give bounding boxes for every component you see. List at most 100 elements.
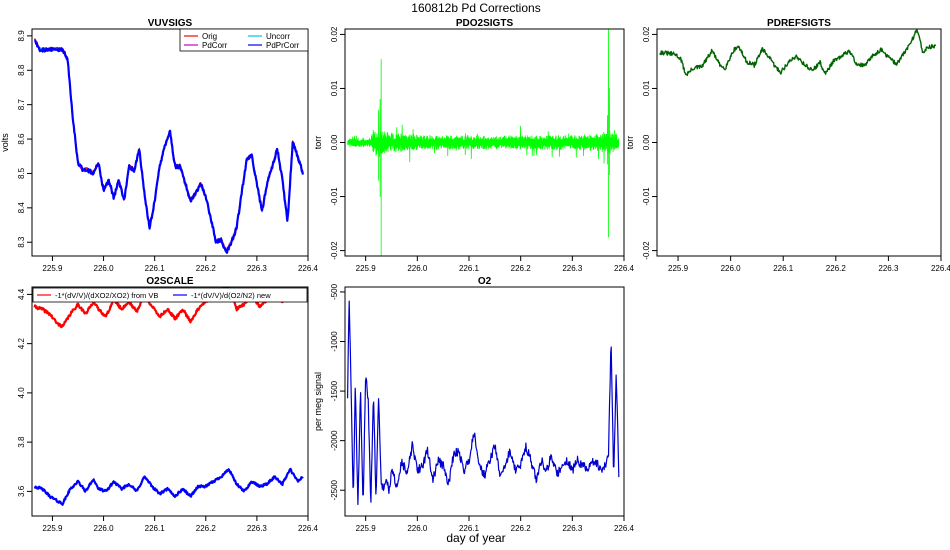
x-tick-label: 226.3 (247, 264, 268, 273)
y-tick-label: 4.2 (17, 338, 26, 350)
x-tick-label: 226.1 (145, 524, 166, 533)
legend: -1*(dV/V)/(dXO2/XO2) from VB -1*(dV/V)/d(… (32, 287, 308, 303)
y-tick-label: 8.6 (17, 133, 26, 145)
x-tick-label: 226.2 (511, 524, 532, 533)
figure-title: 160812b Pd Corrections (411, 1, 540, 15)
series-group (33, 38, 304, 254)
panels: VUVSIGS volts 225.9 226.0 226.1 226.2 226.3 226… (0, 18, 950, 533)
x-tick-label: 226.0 (721, 264, 742, 273)
plot-frame (344, 286, 625, 517)
chart-pdrefsigts: PDREFSIGTS torr 225.9 226.0 226.1 226.2 226.3 2… (625, 18, 950, 273)
y-tick-label: 0.00 (330, 134, 339, 150)
chart-vuvsigs: VUVSIGS volts 225.9 226.0 226.1 226.2 226.3 226… (0, 18, 319, 273)
y-tick-label: -0.01 (330, 187, 339, 206)
x-tick-label: 226.2 (196, 264, 217, 273)
legend-box (32, 287, 308, 303)
x-tick-label: 226.3 (562, 264, 583, 273)
x-tick-label: 226.0 (94, 264, 115, 273)
legend-label: PdPrCorr (266, 41, 300, 50)
y-tick-label: -0.02 (642, 241, 651, 260)
y-tick-label: 4.0 (17, 387, 26, 399)
chart-title: VUVSIGS (148, 18, 193, 29)
series-group (347, 29, 620, 256)
legend-label: Orig (202, 32, 217, 41)
x-tick-label: 225.9 (42, 524, 63, 533)
y-tick-label: 8.9 (17, 30, 26, 42)
legend-box (179, 28, 309, 52)
plot-frame (31, 28, 309, 257)
y-axis-label: torr (313, 136, 323, 150)
x-tick-label: 225.9 (42, 264, 63, 273)
x-tick-label: 226.1 (459, 524, 480, 533)
y-axis-label: torr (625, 136, 635, 150)
y-tick-label: -2500 (330, 479, 339, 500)
x-tick-label: 226.2 (511, 264, 532, 273)
chart-title: O2SCALE (146, 276, 194, 287)
series-line--1-dv-v-d-o2-n2-new (33, 467, 304, 506)
series-line-0 (659, 29, 937, 77)
y-tick-label: -500 (330, 283, 339, 300)
legend-label: -1*(dV/V)/d(O2/N2) new (191, 291, 271, 300)
y-tick-label: -1500 (330, 380, 339, 401)
x-tick-label: 226.4 (298, 264, 319, 273)
series-line-0 (347, 29, 620, 256)
y-tick-label: 4.4 (17, 288, 26, 300)
y-tick-label: 0.01 (330, 80, 339, 96)
legend-label: -1*(dV/V)/(dXO2/XO2) from VB (55, 291, 158, 300)
y-tick-label: -1000 (330, 331, 339, 352)
x-tick-label: 226.0 (407, 524, 428, 533)
x-tick-label: 226.3 (562, 524, 583, 533)
legend-label: Uncorr (266, 32, 290, 41)
y-tick-label: 8.7 (17, 99, 26, 111)
x-tick-label: 226.1 (145, 264, 166, 273)
y-tick-label: -0.02 (330, 241, 339, 260)
x-tick-label: 226.4 (298, 524, 319, 533)
x-tick-label: 226.1 (459, 264, 480, 273)
y-tick-label: 0.00 (642, 134, 651, 150)
x-tick-label: 226.3 (878, 264, 899, 273)
chart-title: PDO2SIGTS (456, 18, 514, 29)
y-tick-label: 8.3 (17, 236, 26, 248)
chart-pdo2sigts: PDO2SIGTS torr 225.9 226.0 226.1 226.2 226.3 22… (313, 18, 635, 273)
chart-title: PDREFSIGTS (767, 18, 831, 29)
x-tick-label: 226.2 (196, 524, 217, 533)
series-line-0 (346, 300, 620, 506)
y-tick-label: 3.8 (17, 436, 26, 448)
legend-label: PdCorr (202, 41, 228, 50)
y-tick-label: 8.4 (17, 202, 26, 214)
x-tick-label: 226.4 (614, 524, 635, 533)
y-axis-label: per meg signal (313, 372, 323, 431)
y-tick-label: 0.01 (642, 80, 651, 96)
x-tick-label: 226.0 (407, 264, 428, 273)
chart-title: O2 (478, 276, 492, 287)
y-tick-label: 8.8 (17, 64, 26, 76)
plot-frame (31, 286, 309, 517)
y-axis-label: volts (0, 133, 10, 152)
series-group (346, 300, 620, 506)
x-tick-label: 226.1 (773, 264, 794, 273)
chart-o2: O2 per meg signal 225.9 226.0 226.1 226.2 226.… (313, 276, 635, 533)
x-tick-label: 225.9 (668, 264, 689, 273)
y-tick-label: 8.5 (17, 167, 26, 179)
y-tick-label: 3.6 (17, 485, 26, 497)
chart-o2scale: O2SCALE 225.9 226.0 226.1 226.2 226.3 226.4 3.6… (17, 276, 319, 533)
x-tick-label: 226.3 (247, 524, 268, 533)
x-tick-label: 225.9 (356, 264, 377, 273)
legend: Orig Uncorr PdCorr PdPrCorr (179, 28, 309, 52)
series-line-pdprcorr (33, 39, 304, 254)
figure-xlabel: day of year (446, 531, 505, 545)
x-tick-label: 226.2 (826, 264, 847, 273)
x-tick-label: 225.9 (356, 524, 377, 533)
y-tick-label: -0.01 (642, 187, 651, 206)
series-line--1-dv-v-dxo2-xo2-from-vb (33, 287, 304, 329)
x-tick-label: 226.4 (614, 264, 635, 273)
series-group (659, 29, 937, 77)
y-tick-label: -2000 (330, 430, 339, 451)
series-group (33, 287, 304, 506)
y-tick-label: 0.02 (642, 26, 651, 42)
x-tick-label: 226.0 (94, 524, 115, 533)
y-tick-label: 0.02 (330, 26, 339, 42)
x-tick-label: 226.4 (931, 264, 950, 273)
